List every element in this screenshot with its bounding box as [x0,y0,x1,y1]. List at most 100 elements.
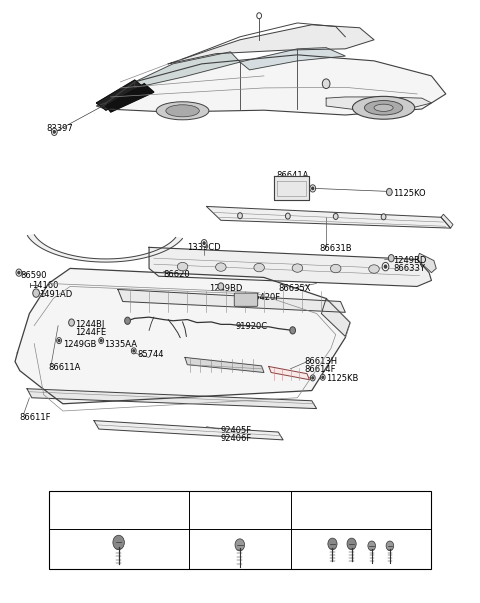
Polygon shape [274,176,310,200]
Circle shape [235,539,245,551]
Circle shape [290,327,296,334]
Ellipse shape [292,264,303,273]
Text: 86620: 86620 [163,270,190,279]
Circle shape [333,213,338,219]
Text: 86590: 86590 [21,271,48,280]
Polygon shape [168,25,374,64]
Text: 1249BD: 1249BD [209,284,242,293]
Text: 1335AA: 1335AA [104,340,137,349]
Text: 1339CD: 1339CD [187,243,221,252]
Polygon shape [27,389,317,409]
Polygon shape [326,97,432,110]
Circle shape [386,188,392,195]
Circle shape [69,319,74,326]
Polygon shape [27,235,182,262]
Ellipse shape [156,102,209,120]
Polygon shape [417,253,436,273]
Circle shape [218,283,224,290]
Text: 14160: 14160 [32,281,58,290]
Ellipse shape [352,96,415,119]
Circle shape [125,317,131,324]
Polygon shape [135,52,240,88]
Circle shape [286,213,290,219]
Polygon shape [240,48,345,70]
Circle shape [322,376,324,378]
Circle shape [18,271,20,274]
Text: 92406F: 92406F [221,434,252,443]
Text: 92405F: 92405F [221,426,252,435]
Circle shape [16,269,22,276]
Text: 86611A: 86611A [48,363,81,372]
Text: 86611F: 86611F [20,412,51,421]
Circle shape [203,242,205,244]
Circle shape [384,265,387,268]
Text: 83397: 83397 [46,124,73,133]
Polygon shape [106,84,154,112]
Polygon shape [206,206,451,228]
Bar [48,491,432,569]
Circle shape [312,377,313,379]
Text: 91920C: 91920C [235,322,267,331]
Polygon shape [94,421,283,440]
Polygon shape [269,367,310,380]
Text: 86642A: 86642A [276,178,308,188]
Circle shape [132,348,136,354]
Circle shape [347,538,356,550]
Polygon shape [185,358,264,373]
Circle shape [321,374,325,380]
Text: 1244FE: 1244FE [75,328,106,337]
Text: 86614F: 86614F [305,365,336,374]
Text: 95420F: 95420F [250,293,281,302]
Polygon shape [118,289,345,312]
Circle shape [311,375,315,381]
Circle shape [388,254,394,262]
Polygon shape [96,55,446,115]
Ellipse shape [166,105,199,117]
Circle shape [57,338,61,344]
Circle shape [328,538,337,550]
Circle shape [238,213,242,219]
Circle shape [99,338,104,344]
Polygon shape [322,298,350,336]
Text: 1125KB: 1125KB [326,374,359,383]
Polygon shape [149,247,432,286]
Polygon shape [96,80,144,110]
Text: 86633Y: 86633Y [393,264,425,273]
Circle shape [386,541,394,551]
Polygon shape [441,214,453,228]
Text: 86635X: 86635X [278,284,311,293]
Text: 1125KO: 1125KO [393,189,426,198]
Text: 86631B: 86631B [319,244,351,253]
Text: 1491AD: 1491AD [39,290,72,298]
Text: 1221AG: 1221AG [221,526,259,536]
Circle shape [58,339,60,342]
Circle shape [310,185,316,192]
Ellipse shape [254,264,264,272]
Circle shape [312,187,314,190]
Ellipse shape [374,104,393,112]
Ellipse shape [369,265,379,273]
Text: 1244BJ: 1244BJ [75,320,104,329]
Circle shape [51,128,57,136]
Circle shape [53,131,55,133]
Text: 86613H: 86613H [305,357,338,366]
Text: 86641A: 86641A [276,171,308,180]
Ellipse shape [364,101,403,115]
Circle shape [133,350,134,352]
Circle shape [368,541,375,551]
Text: 85744: 85744 [137,350,164,359]
Polygon shape [15,268,350,404]
Circle shape [33,289,39,297]
Text: 12492: 12492 [90,526,120,536]
Circle shape [257,13,262,19]
Ellipse shape [330,264,341,273]
Ellipse shape [177,262,188,271]
Circle shape [201,239,207,247]
Text: 1249GB: 1249GB [63,340,96,349]
Ellipse shape [216,263,226,271]
Circle shape [323,79,330,89]
Circle shape [381,214,386,220]
Circle shape [100,339,102,342]
Text: 1249BD: 1249BD [393,256,427,265]
Circle shape [113,535,124,550]
